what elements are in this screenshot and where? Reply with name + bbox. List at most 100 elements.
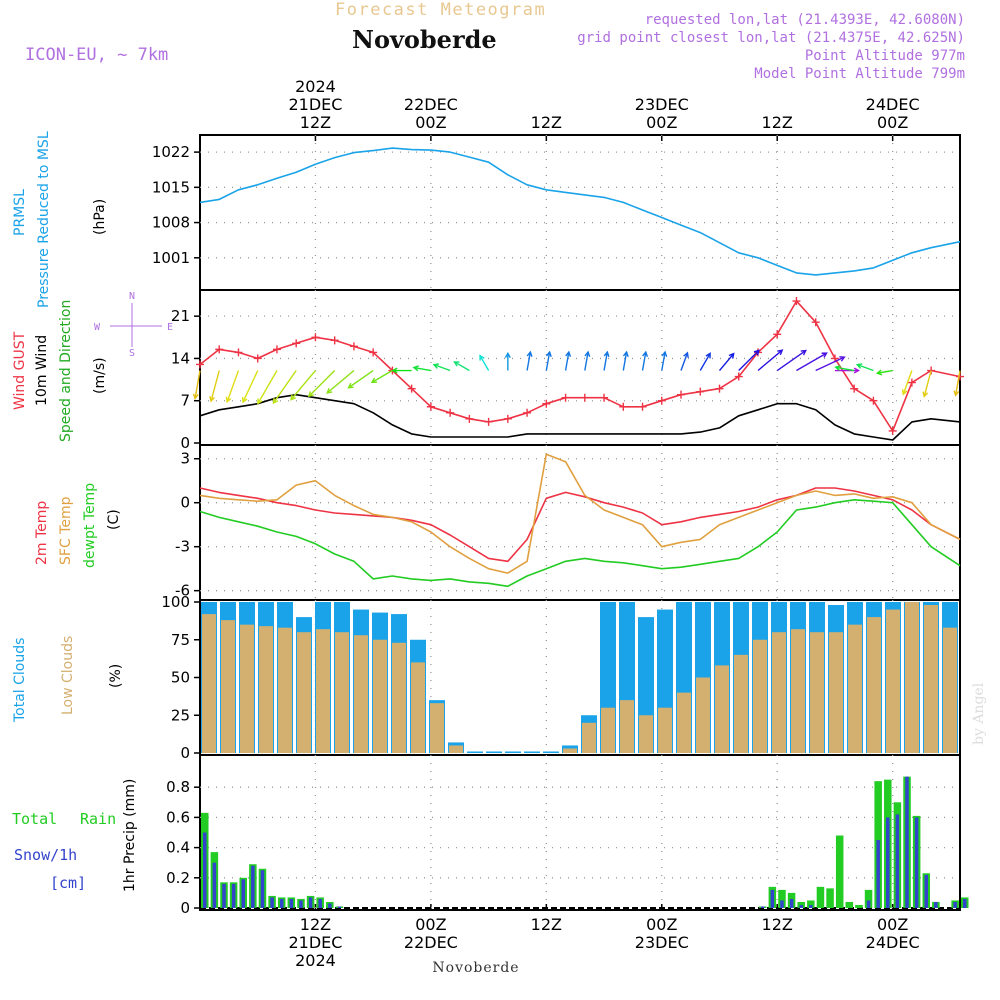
ytick-label-wind-0: 21 bbox=[171, 307, 190, 325]
low-cloud-bar-2 bbox=[240, 624, 254, 753]
wind-arrow-shaft-30 bbox=[776, 349, 807, 372]
compass-rose: N S W E bbox=[94, 291, 173, 359]
compass-e: E bbox=[167, 322, 173, 333]
wind-gust-label: Wind GUST bbox=[12, 331, 28, 410]
clouds-panel-frame bbox=[199, 599, 961, 756]
wind-arrow-head-0 bbox=[192, 393, 199, 400]
wind-arrow-head-6 bbox=[290, 394, 296, 401]
gust-marker-4 bbox=[272, 345, 281, 354]
precip-snow-bar-12 bbox=[318, 898, 322, 908]
wind-arrow-37 bbox=[901, 370, 913, 396]
precip-snow-bar-18 bbox=[789, 898, 794, 908]
precip-snow-bar-2 bbox=[222, 883, 226, 908]
wind-arrow-24 bbox=[661, 350, 668, 371]
wind-arrow-head-26 bbox=[705, 352, 711, 359]
wind-arrow-34 bbox=[834, 364, 855, 372]
wind-arrow-head-24 bbox=[661, 350, 668, 357]
bottom-time-label-4-0: 12Z bbox=[762, 915, 793, 934]
low-cloud-bar-8 bbox=[354, 635, 368, 753]
wind-arrow-9 bbox=[347, 369, 374, 389]
ytick-label-precip-3: 0.2 bbox=[166, 869, 190, 887]
clouds-unit: (%) bbox=[108, 664, 124, 688]
low-cloud-bar-19 bbox=[563, 748, 577, 753]
gust-marker-26 bbox=[696, 387, 705, 396]
precip-snow-bar-7 bbox=[270, 897, 274, 908]
wind-arrow-head-31 bbox=[821, 352, 828, 358]
wind-arrow-head-39 bbox=[953, 390, 960, 397]
wind-arrow-head-32 bbox=[839, 356, 846, 362]
wind-panel-frame bbox=[199, 289, 961, 446]
wind-arrow-head-18 bbox=[545, 350, 552, 357]
wind-arrow-18 bbox=[545, 350, 552, 371]
wind-arrow-shaft-22 bbox=[622, 351, 628, 371]
bottom-time-label-1-1: 22DEC bbox=[404, 933, 458, 952]
low-cloud-bar-0 bbox=[202, 614, 216, 753]
wind-arrow-20 bbox=[584, 350, 591, 371]
wind-arrow-shaft-6 bbox=[290, 370, 316, 401]
top-time-label-3-0: 23DEC bbox=[635, 95, 689, 114]
temp-sfc-line bbox=[199, 453, 961, 574]
precip-snow-bar-29 bbox=[895, 814, 900, 908]
wind-arrow-30 bbox=[776, 349, 807, 372]
low-cloud-bar-4 bbox=[278, 627, 292, 753]
wind-arrow-17 bbox=[526, 350, 533, 371]
low-cloud-bar-21 bbox=[601, 707, 615, 753]
pressure-label-prmsl: PRMSL bbox=[12, 189, 28, 236]
wind-arrow-8 bbox=[326, 369, 355, 394]
wind-arrow-head-16 bbox=[504, 351, 511, 359]
precip-total-bar-26 bbox=[864, 889, 873, 908]
wind-arrow-36 bbox=[875, 369, 893, 376]
low-cloud-bar-13 bbox=[449, 745, 463, 753]
wind-arrow-head-8 bbox=[326, 387, 333, 394]
wind-arrow-head-25 bbox=[683, 351, 689, 358]
low-cloud-bar-32 bbox=[810, 632, 824, 753]
wind-arrow-shaft-4 bbox=[257, 370, 278, 404]
wind-arrow-shaft-27 bbox=[718, 353, 735, 371]
gust-marker-34 bbox=[850, 384, 859, 393]
low-cloud-bar-22 bbox=[620, 700, 634, 753]
precip-snow-bar-27 bbox=[876, 840, 880, 908]
wind-arrow-shaft-36 bbox=[877, 369, 893, 374]
low-cloud-bar-36 bbox=[886, 609, 900, 753]
gust-marker-30 bbox=[773, 330, 782, 339]
ytick-label-wind-2: 7 bbox=[180, 392, 190, 410]
low-cloud-bar-12 bbox=[430, 703, 444, 753]
wind-10m-line bbox=[199, 393, 961, 441]
product-title: Forecast Meteogram bbox=[335, 0, 546, 20]
wind-arrow-shaft-8 bbox=[326, 369, 355, 394]
wind-arrow-head-27 bbox=[728, 352, 735, 359]
precip-snow-bar-17 bbox=[780, 900, 784, 908]
wind-arrow-25 bbox=[680, 351, 689, 371]
precip-snow-bar-26 bbox=[866, 900, 871, 908]
low-cloud-bar-38 bbox=[924, 605, 938, 753]
precip-snow-bar-20 bbox=[809, 904, 813, 908]
top-time-label-5-0: 24DEC bbox=[866, 95, 920, 114]
wind-arrow-32 bbox=[815, 356, 846, 372]
wind-arrow-shaft-7 bbox=[308, 370, 336, 397]
bottom-time-label-3-1: 23DEC bbox=[635, 933, 689, 952]
wind-arrow-head-33 bbox=[853, 367, 860, 374]
precip-snow-bar-10 bbox=[299, 900, 303, 908]
wind-arrow-2 bbox=[225, 370, 240, 404]
gust-marker-21 bbox=[600, 393, 609, 402]
bottom-time-label-0-1: 21DEC bbox=[288, 933, 342, 952]
ytick-label-pressure-3: 1001 bbox=[152, 249, 190, 267]
wind-dir-label: Speed and Direction bbox=[58, 300, 74, 442]
precip-total-bar-22 bbox=[826, 888, 834, 908]
gust-marker-15 bbox=[484, 417, 493, 426]
wind-arrow-shaft-31 bbox=[796, 352, 827, 372]
wind-arrow-shaft-17 bbox=[526, 351, 532, 371]
wind-arrow-39 bbox=[953, 370, 961, 397]
wind-arrow-shaft-14 bbox=[454, 361, 470, 372]
wind-arrow-head-29 bbox=[777, 349, 784, 356]
precip-snow-bar-0 bbox=[203, 832, 207, 908]
wind-arrow-shaft-23 bbox=[641, 351, 647, 371]
gust-marker-35 bbox=[869, 396, 878, 405]
pressure-line bbox=[199, 147, 961, 276]
precip-axis-label: 1hr Precip (mm) bbox=[122, 779, 138, 892]
gust-marker-1 bbox=[215, 345, 224, 354]
precip-snow-bar-3 bbox=[231, 883, 236, 908]
gust-marker-12 bbox=[426, 402, 435, 411]
wind-arrow-3 bbox=[241, 370, 259, 404]
low-cloud-bar-11 bbox=[411, 662, 425, 753]
